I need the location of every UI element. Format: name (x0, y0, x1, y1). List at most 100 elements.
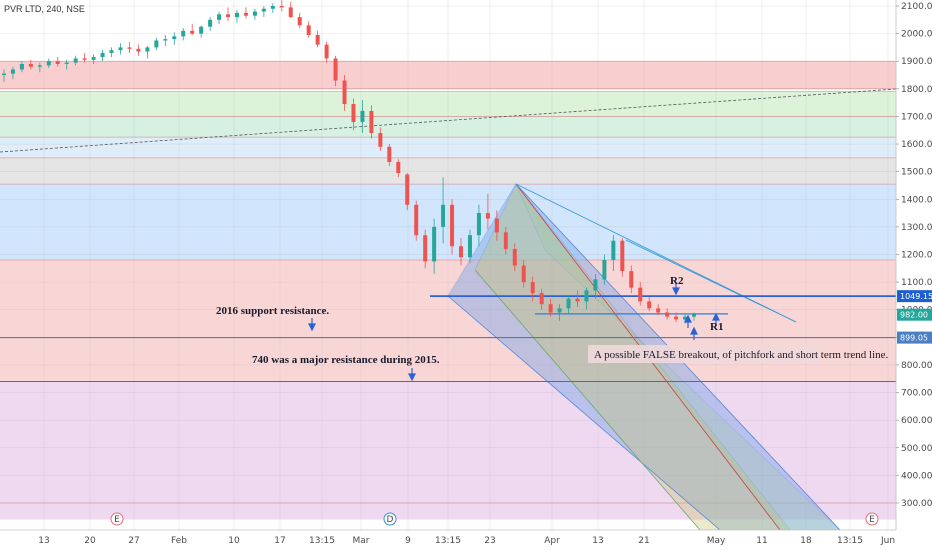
candle-body[interactable] (279, 6, 284, 8)
candle-body[interactable] (476, 213, 481, 236)
candle-body[interactable] (611, 240, 616, 261)
candle-body[interactable] (136, 48, 141, 52)
candle-body[interactable] (28, 63, 33, 67)
candle-body[interactable] (82, 58, 87, 60)
candle-body[interactable] (163, 39, 168, 41)
candle-body[interactable] (37, 65, 42, 67)
candle-body[interactable] (575, 298, 580, 302)
candle-body[interactable] (342, 80, 347, 105)
candle-body[interactable] (441, 204, 446, 227)
candle-body[interactable] (405, 174, 410, 205)
candle-body[interactable] (450, 204, 455, 247)
candle-body[interactable] (154, 40, 159, 48)
candle-body[interactable] (2, 73, 6, 76)
x-tick-label: 13 (592, 536, 603, 546)
candle-body[interactable] (557, 308, 562, 313)
candle-body[interactable] (503, 232, 508, 249)
y-tick-label: 300.00 (901, 499, 932, 509)
event-marker[interactable] (383, 512, 397, 526)
candle-body[interactable] (647, 301, 652, 309)
event-marker[interactable] (110, 512, 124, 526)
candle-body[interactable] (369, 110, 374, 134)
candle-body[interactable] (297, 17, 302, 26)
candle-body[interactable] (243, 12, 248, 16)
x-tick-label: May (707, 536, 726, 546)
candle-body[interactable] (118, 47, 123, 51)
candle-body[interactable] (324, 44, 329, 59)
candle-body[interactable] (91, 57, 96, 60)
candle-body[interactable] (620, 240, 625, 272)
candle-body[interactable] (261, 8, 266, 12)
event-marker-label: E (114, 515, 120, 525)
candle-body[interactable] (360, 110, 365, 122)
candle-body[interactable] (602, 260, 607, 280)
annotation-740: 740 was a major resistance during 2015. (252, 354, 440, 366)
candle-body[interactable] (656, 308, 661, 313)
y-tick-label: 400.00 (901, 471, 932, 481)
candle-body[interactable] (485, 213, 490, 219)
candle-body[interactable] (521, 265, 526, 283)
candle-body[interactable] (683, 316, 688, 320)
candle-body[interactable] (315, 34, 320, 45)
candle-body[interactable] (64, 62, 69, 64)
candle-body[interactable] (396, 162, 401, 174)
candle-body[interactable] (19, 63, 24, 70)
candle-body[interactable] (459, 246, 464, 258)
candle-body[interactable] (181, 30, 186, 37)
annotation-2016: 2016 support resistance. (216, 305, 329, 317)
candle-body[interactable] (100, 52, 105, 58)
candle-body[interactable] (423, 235, 428, 262)
event-marker[interactable] (865, 512, 879, 526)
candle-body[interactable] (73, 58, 78, 63)
price-label: 1049.15 (900, 292, 932, 301)
candle-body[interactable] (432, 226, 437, 262)
candle-body[interactable] (566, 298, 571, 309)
price-label: 982.00 (900, 311, 928, 320)
candle-body[interactable] (10, 69, 15, 74)
candle-body[interactable] (494, 218, 499, 233)
candle-body[interactable] (55, 61, 60, 64)
candle-body[interactable] (172, 36, 177, 40)
candle-body[interactable] (548, 304, 553, 313)
candle-body[interactable] (539, 293, 544, 305)
candle-body[interactable] (530, 282, 535, 294)
candle-body[interactable] (593, 279, 598, 291)
x-tick-label: 13 (38, 536, 49, 546)
candle-body[interactable] (217, 14, 222, 20)
candle-body[interactable] (234, 12, 239, 18)
candle-body[interactable] (199, 26, 204, 34)
candle-body[interactable] (378, 133, 383, 147)
candle-body[interactable] (306, 25, 311, 35)
candle-body[interactable] (190, 30, 195, 34)
candle-body[interactable] (692, 313, 696, 317)
candle-body[interactable] (665, 312, 670, 317)
y-tick-label: 600.00 (901, 416, 932, 426)
candle-body[interactable] (252, 11, 257, 16)
candle-body[interactable] (414, 204, 419, 236)
arrow-r1b (690, 326, 698, 340)
candle-body[interactable] (333, 58, 338, 81)
candle-body[interactable] (629, 271, 634, 288)
candle-body[interactable] (467, 235, 472, 258)
candle-body[interactable] (288, 7, 293, 18)
time-axis-bg (0, 530, 932, 550)
candle-body[interactable] (208, 19, 213, 27)
price-label-bg-2 (897, 331, 932, 344)
candle-body[interactable] (584, 290, 589, 302)
candle-body[interactable] (674, 316, 679, 320)
x-tick-label: 13:15 (837, 536, 863, 546)
candle-body[interactable] (145, 47, 150, 52)
candle-body[interactable] (226, 14, 231, 18)
candle-body[interactable] (270, 6, 275, 9)
candle-body[interactable] (109, 50, 114, 53)
candle-body[interactable] (512, 248, 517, 266)
candle-body[interactable] (387, 146, 392, 163)
candle-body[interactable] (351, 104, 356, 122)
y-tick-label: 1800.00 (901, 85, 932, 95)
candle-body[interactable] (46, 61, 51, 66)
x-tick-label: 23 (484, 536, 495, 546)
candle-body[interactable] (638, 287, 643, 302)
candle-body[interactable] (127, 47, 132, 49)
